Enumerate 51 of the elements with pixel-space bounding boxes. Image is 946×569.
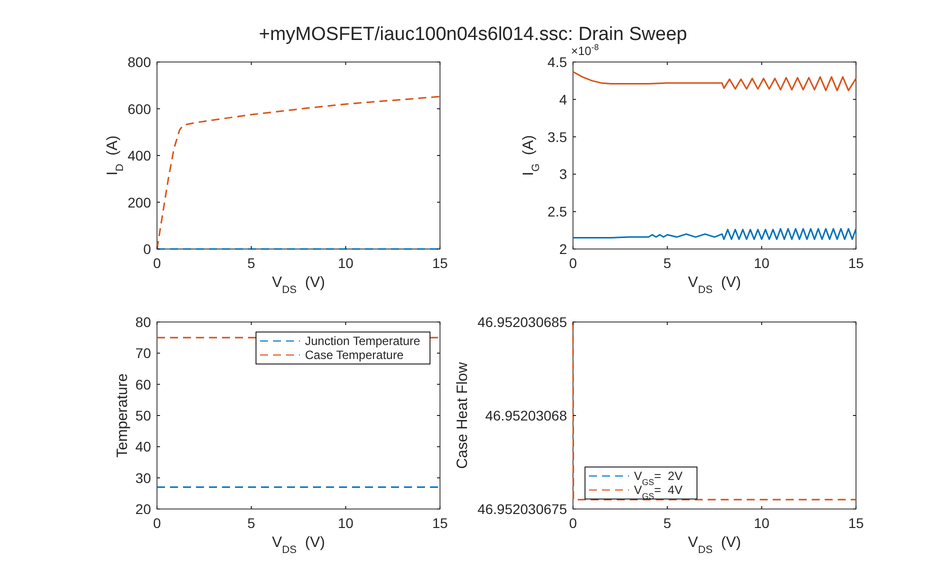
x-tick-label: 0: [153, 515, 162, 531]
text: ×10$^{-8}$: [571, 42, 600, 58]
line-series: [572, 228, 857, 240]
y-tick-label: 60: [135, 376, 152, 392]
x-tick-label: 0: [153, 255, 162, 271]
x-axis-title: V$_{DS}$ (V): [272, 274, 325, 296]
x-tick-label: 10: [338, 515, 354, 531]
legend-label: V$_{GS}$= 2V: [634, 469, 682, 487]
y-tick-label: 3.5: [548, 128, 568, 145]
legend-label: Case Temperature: [305, 348, 404, 362]
y-axis-title: Temperature: [114, 373, 131, 458]
line-series: [572, 70, 857, 92]
y-tick-label: 46.952030675: [477, 501, 568, 517]
y-tick-label: 46.952030685: [477, 314, 568, 330]
y-tick-label: 4: [559, 91, 568, 108]
y-tick-label: 20: [135, 501, 152, 517]
y-axis-title: Case Heat Flow: [454, 362, 471, 469]
x-tick-label: 10: [754, 515, 770, 531]
x-tick-label: 5: [247, 515, 256, 531]
x-tick-label: 5: [663, 255, 672, 271]
y-tick-label: 40: [135, 438, 152, 455]
y-tick-label: 70: [135, 345, 152, 362]
x-tick-label: 15: [432, 515, 448, 531]
x-tick-label: 15: [848, 255, 864, 271]
x-tick-label: 0: [569, 515, 578, 531]
chart-title: +myMOSFET/iauc100n04s6l014.ssc: Drain Sweep: [258, 24, 688, 45]
x-tick-label: 0: [569, 255, 578, 271]
y-tick-label: 4.5: [548, 54, 568, 70]
y-tick-label: 30: [135, 470, 152, 486]
x-axis-title: V$_{DS}$ (V): [688, 274, 741, 296]
x-tick-label: 10: [338, 255, 354, 271]
line-series: [156, 96, 441, 250]
y-tick-label: 80: [135, 314, 152, 330]
y-tick-label: 2: [559, 241, 568, 257]
y-tick-label: 2.5: [548, 204, 568, 220]
x-tick-label: 5: [663, 515, 672, 531]
legend-label: Junction Temperature: [305, 334, 421, 348]
x-axis-title: V$_{DS}$ (V): [272, 534, 325, 556]
y-tick-label: 800: [128, 54, 152, 70]
y-tick-label: 0: [143, 241, 152, 257]
y-tick-label: 200: [128, 194, 152, 210]
y-tick-label: 46.95203068: [485, 408, 568, 424]
x-tick-label: 10: [754, 255, 770, 271]
y-tick-label: 50: [135, 408, 152, 424]
y-tick-label: 400: [128, 148, 152, 164]
x-tick-label: 15: [848, 515, 864, 531]
y-tick-label: 3: [559, 166, 568, 182]
x-tick-label: 15: [432, 255, 448, 271]
x-tick-label: 5: [247, 255, 256, 271]
y-tick-label: 600: [128, 100, 152, 117]
x-axis-title: V$_{DS}$ (V): [688, 534, 741, 556]
